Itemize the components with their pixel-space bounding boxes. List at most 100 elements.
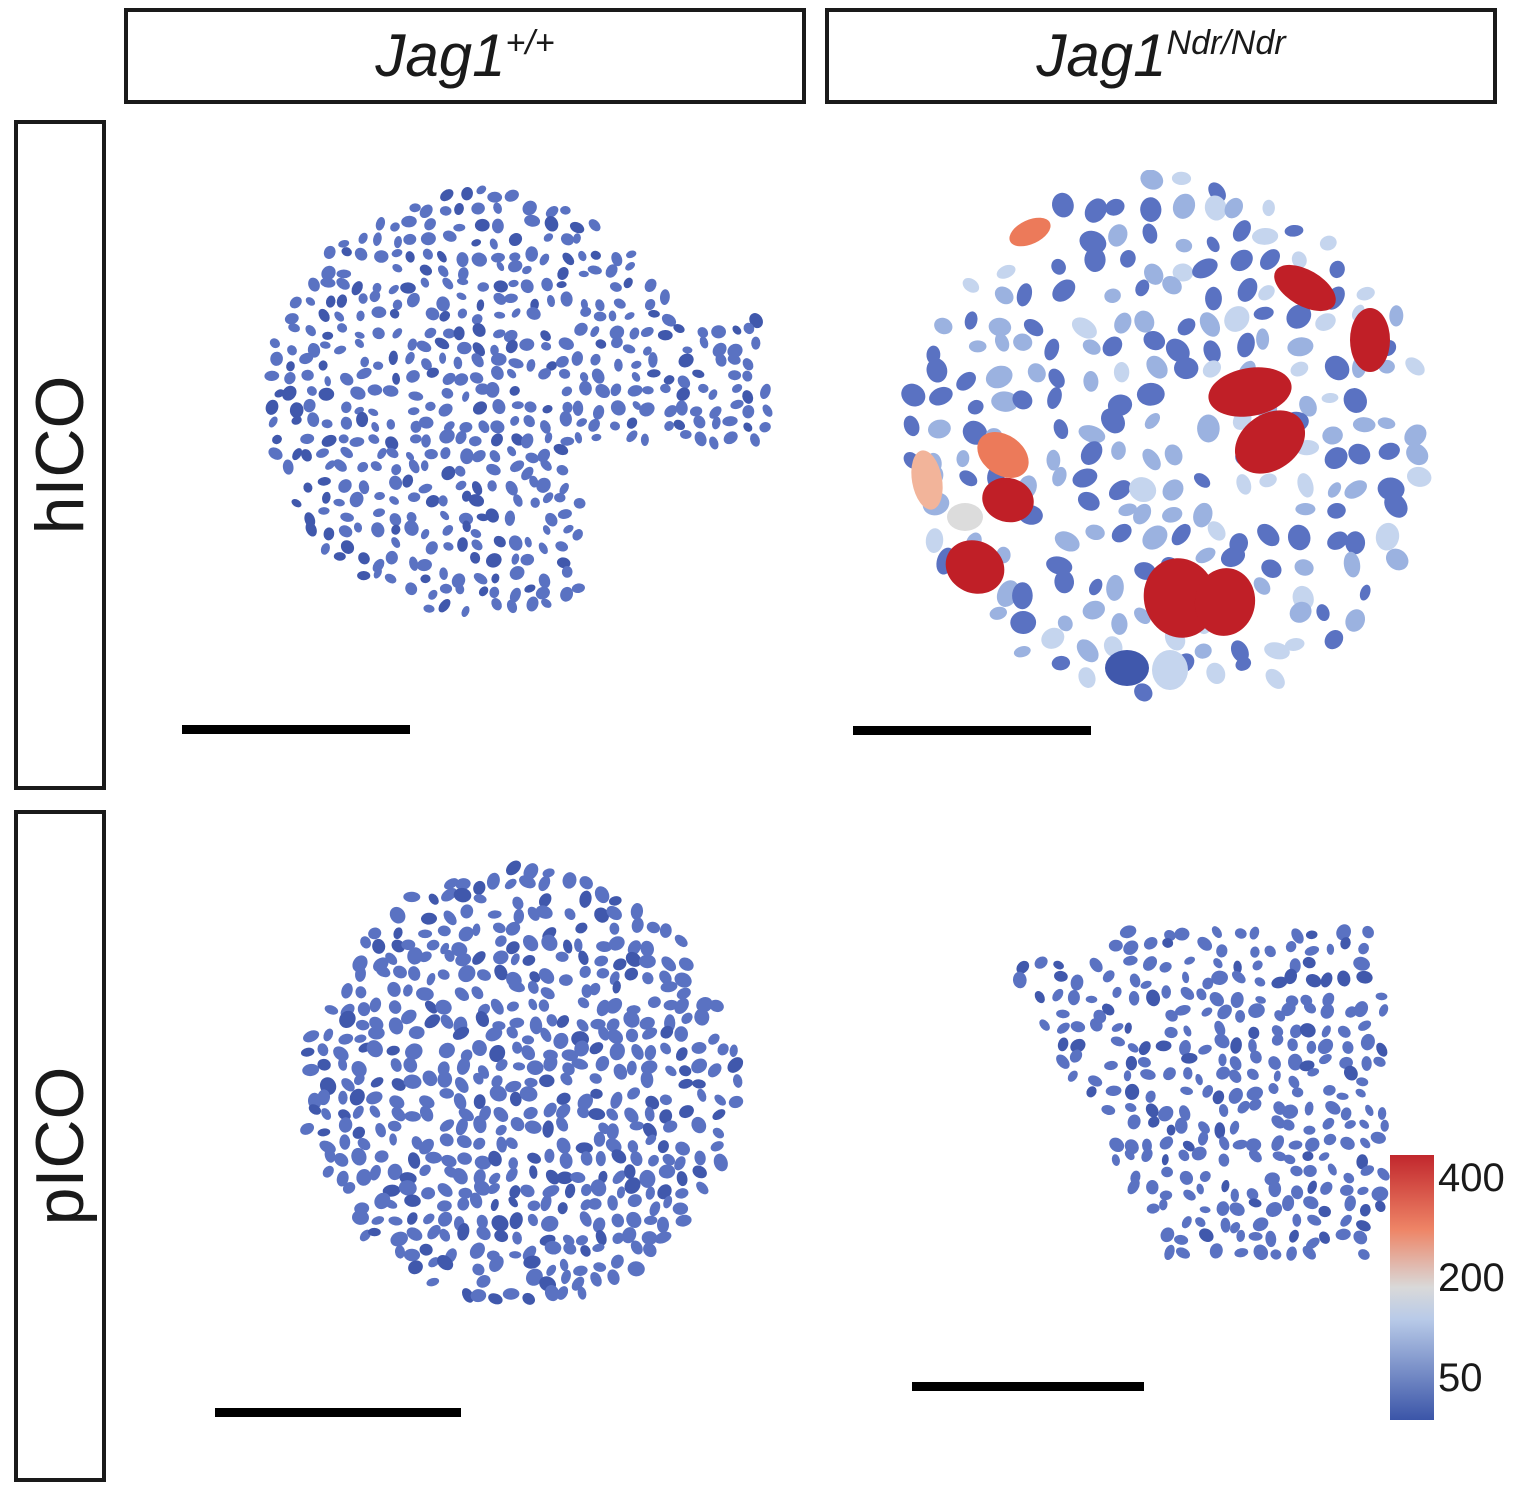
nucleus: [662, 1153, 676, 1166]
nucleus: [470, 529, 482, 538]
nucleus: [556, 1103, 571, 1119]
nucleus: [1162, 506, 1183, 523]
nucleus: [988, 317, 1012, 337]
nucleus: [624, 312, 635, 320]
nucleus: [453, 887, 472, 903]
nucleus: [511, 401, 524, 410]
nucleus: [452, 1026, 470, 1040]
nucleus: [455, 1118, 468, 1136]
nucleus: [358, 480, 370, 495]
nucleus: [1221, 1179, 1230, 1193]
nucleus: [606, 905, 622, 921]
nucleus: [1254, 977, 1266, 987]
nucleus: [692, 1165, 707, 1179]
nucleus: [592, 1243, 605, 1252]
nucleus: [436, 250, 447, 263]
nucleus: [1110, 1036, 1125, 1047]
nucleus: [355, 1019, 370, 1031]
nucleus: [544, 216, 559, 232]
nucleus: [476, 513, 489, 522]
nucleus: [505, 339, 518, 354]
nucleus: [1365, 1104, 1374, 1116]
nucleus: [1231, 970, 1246, 984]
nucleus: [631, 372, 641, 382]
nucleus: [538, 875, 551, 892]
nucleus: [340, 372, 354, 386]
nucleus: [368, 1026, 385, 1040]
nucleus: [340, 416, 353, 430]
highlighted-nucleus: [1105, 650, 1149, 686]
nucleus: [475, 1011, 490, 1027]
nucleus: [455, 583, 465, 595]
nucleus: [1245, 1138, 1262, 1152]
nucleus: [1124, 1102, 1137, 1113]
nucleus: [529, 475, 539, 488]
nucleus: [371, 1216, 385, 1225]
nucleus: [404, 1194, 421, 1207]
nucleus: [428, 1257, 440, 1268]
nucleus: [645, 1134, 657, 1146]
nucleus: [1258, 285, 1275, 301]
nucleus: [513, 494, 523, 507]
nucleus: [1229, 1069, 1242, 1083]
nucleus: [1129, 973, 1141, 988]
nucleus: [458, 926, 474, 942]
nucleus: [522, 954, 536, 966]
nucleus: [1191, 1146, 1207, 1161]
nucleus: [751, 336, 761, 350]
nucleus: [495, 1124, 507, 1136]
nucleus: [647, 996, 661, 1008]
nucleus: [610, 383, 622, 397]
nucleus: [318, 507, 330, 515]
nucleus: [691, 1041, 707, 1054]
nucleus: [1235, 657, 1252, 671]
nucleus: [1123, 1070, 1132, 1082]
panel-pico-wildtype: [300, 860, 744, 1305]
nucleus: [1179, 1105, 1191, 1121]
nucleus: [1327, 531, 1348, 550]
nucleus: [1362, 925, 1374, 939]
nucleus: [1013, 333, 1033, 351]
nucleus: [469, 1192, 483, 1209]
nucleus: [989, 606, 1007, 620]
nucleus: [630, 1240, 643, 1255]
nucleus: [409, 556, 419, 571]
nucleus: [727, 343, 743, 359]
nucleus: [317, 1128, 331, 1137]
nucleus: [1230, 991, 1244, 1009]
nucleus: [1182, 1140, 1195, 1152]
nucleus: [316, 448, 329, 458]
nucleus: [1108, 939, 1123, 952]
nucleus: [269, 338, 281, 349]
nucleus: [760, 383, 771, 400]
nucleus: [264, 370, 280, 382]
nucleus: [282, 459, 294, 475]
nucleus: [418, 483, 433, 494]
nucleus: [1041, 627, 1065, 649]
nucleus: [421, 434, 431, 448]
nucleus: [305, 325, 316, 337]
nucleus: [727, 1057, 744, 1073]
nucleus: [1249, 926, 1260, 940]
nucleus: [609, 421, 621, 431]
nucleus: [1129, 477, 1157, 503]
nucleus: [1261, 559, 1282, 578]
nucleus: [303, 398, 316, 413]
nucleus: [455, 430, 467, 445]
nucleus: [270, 351, 283, 366]
nucleus: [579, 890, 592, 908]
nucleus: [460, 904, 474, 919]
nucleus: [613, 958, 627, 971]
nucleus: [1214, 1033, 1230, 1049]
nucleus: [284, 372, 296, 385]
nucleus: [458, 965, 476, 983]
nucleus: [538, 893, 552, 908]
nucleus: [469, 436, 482, 447]
nucleus: [349, 491, 364, 508]
nucleus: [419, 1164, 431, 1177]
nucleus: [559, 482, 569, 495]
column-header-wildtype-label: Jag1+/+: [375, 26, 554, 86]
nucleus: [325, 460, 336, 470]
highlighted-nucleus: [1194, 568, 1256, 636]
nucleus: [289, 402, 304, 419]
